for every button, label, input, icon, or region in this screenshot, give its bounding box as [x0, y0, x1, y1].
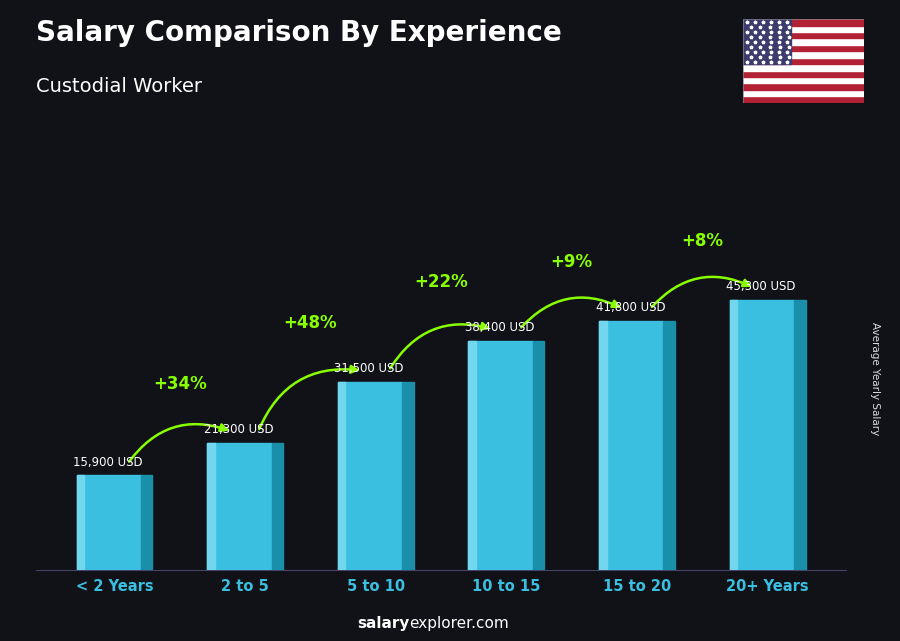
Bar [663, 320, 675, 570]
Text: +48%: +48% [284, 314, 338, 332]
Bar [742, 90, 864, 96]
Bar [272, 443, 283, 570]
Bar [742, 19, 864, 26]
Bar [468, 341, 533, 570]
Bar [742, 83, 864, 90]
Text: 38,400 USD: 38,400 USD [465, 321, 535, 334]
Bar [742, 96, 864, 103]
Bar [599, 320, 663, 570]
Text: +9%: +9% [551, 253, 593, 271]
Bar [207, 443, 272, 570]
Text: Custodial Worker: Custodial Worker [36, 77, 202, 96]
Bar [76, 476, 84, 570]
Bar [742, 19, 791, 64]
Bar [742, 71, 864, 77]
Text: 31,500 USD: 31,500 USD [335, 362, 404, 375]
Bar [742, 58, 864, 64]
Text: 41,800 USD: 41,800 USD [596, 301, 665, 313]
Text: 21,300 USD: 21,300 USD [203, 423, 274, 437]
Bar [742, 32, 864, 38]
Bar [742, 38, 864, 45]
Text: Average Yearly Salary: Average Yearly Salary [870, 322, 880, 435]
Text: +34%: +34% [153, 375, 207, 393]
Text: 45,300 USD: 45,300 USD [726, 279, 796, 293]
Bar [599, 320, 607, 570]
Bar [338, 382, 402, 570]
Text: +22%: +22% [414, 273, 468, 291]
Bar [338, 382, 346, 570]
Text: Salary Comparison By Experience: Salary Comparison By Experience [36, 19, 562, 47]
Bar [742, 45, 864, 51]
Text: +8%: +8% [681, 231, 724, 249]
Bar [207, 443, 215, 570]
Text: explorer.com: explorer.com [410, 617, 509, 631]
Bar [742, 51, 864, 58]
Bar [730, 299, 794, 570]
Bar [794, 299, 806, 570]
Bar [402, 382, 414, 570]
Bar [141, 476, 152, 570]
Bar [468, 341, 476, 570]
Text: 15,900 USD: 15,900 USD [73, 456, 143, 469]
Bar [533, 341, 544, 570]
Bar [742, 26, 864, 32]
Bar [742, 64, 864, 71]
Text: salary: salary [357, 617, 410, 631]
Bar [742, 77, 864, 83]
Bar [730, 299, 737, 570]
Bar [76, 476, 141, 570]
